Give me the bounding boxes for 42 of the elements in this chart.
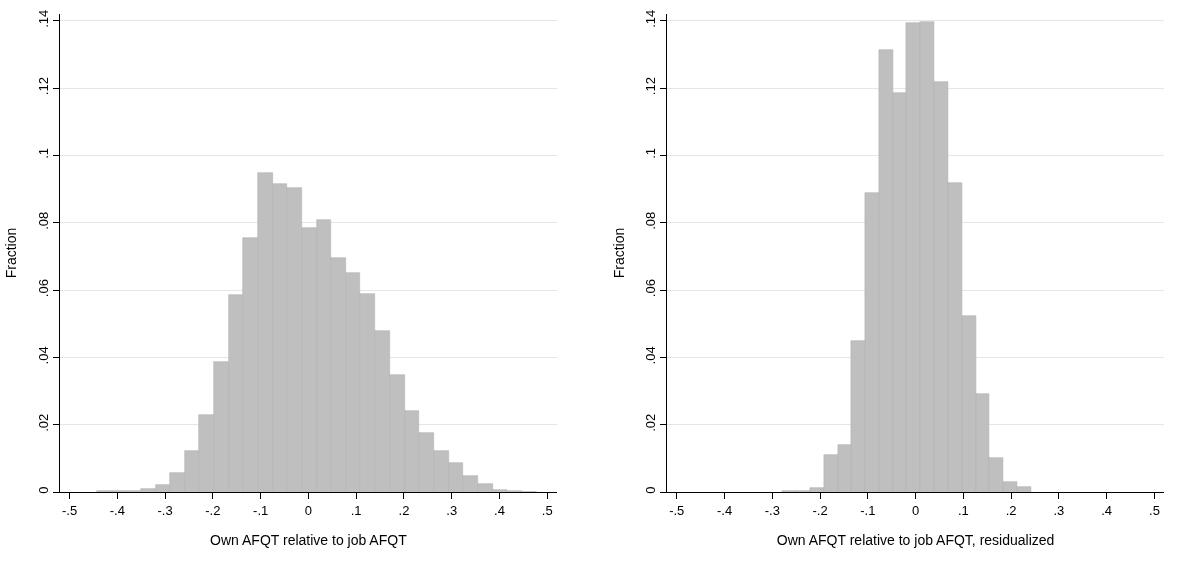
y-tick-label: .14 [35,9,51,28]
x-tick-label: -.5 [61,502,78,518]
y-tick-label: .02 [643,413,658,432]
x-tick-label: -.1 [860,502,876,518]
y-tick-label: .04 [35,346,51,365]
y-tick-label: .12 [643,77,658,96]
y-tick-label: .02 [35,413,51,432]
x-axis-title: Own AFQT relative to job AFQT [210,531,408,548]
y-tick-label: .06 [35,279,51,298]
x-tick-label: -.1 [253,502,269,518]
x-tick-label: -.2 [205,502,221,518]
y-axis-title: Fraction [610,227,627,279]
x-tick-label: .5 [541,502,553,518]
x-tick-label: .5 [1149,502,1160,518]
x-tick-label: -.3 [764,502,780,518]
y-tick-label: .08 [35,211,51,230]
x-axis-title: Own AFQT relative to job AFQT, residualized [776,531,1055,548]
x-tick-label: 0 [304,502,313,518]
y-tick-label: .06 [643,279,658,298]
x-tick-label: -.4 [716,502,733,518]
x-tick-label: -.4 [109,502,125,518]
x-tick-label: -.2 [812,502,828,518]
x-tick-label: .1 [957,502,969,518]
y-tick-label: .04 [643,346,658,365]
y-tick-label: .1 [643,148,658,159]
x-tick-label: -.5 [669,502,685,518]
y-axis-title: Fraction [3,227,20,279]
y-tick-label: 0 [643,486,658,494]
x-tick-label: .2 [1005,502,1017,518]
x-tick-label: .3 [1053,502,1065,518]
x-tick-label: 0 [911,502,920,518]
y-tick-label: .08 [643,211,658,230]
x-tick-label: .4 [494,502,505,518]
y-tick-label: .1 [35,148,51,159]
y-tick-label: 0 [35,486,51,494]
y-tick-label: .14 [643,9,658,28]
x-tick-label: .1 [350,502,362,518]
x-tick-label: .4 [1101,502,1113,518]
x-tick-label: .3 [446,502,458,518]
x-tick-label: -.3 [157,502,173,518]
y-tick-label: .12 [35,77,51,96]
x-tick-label: .2 [398,502,410,518]
